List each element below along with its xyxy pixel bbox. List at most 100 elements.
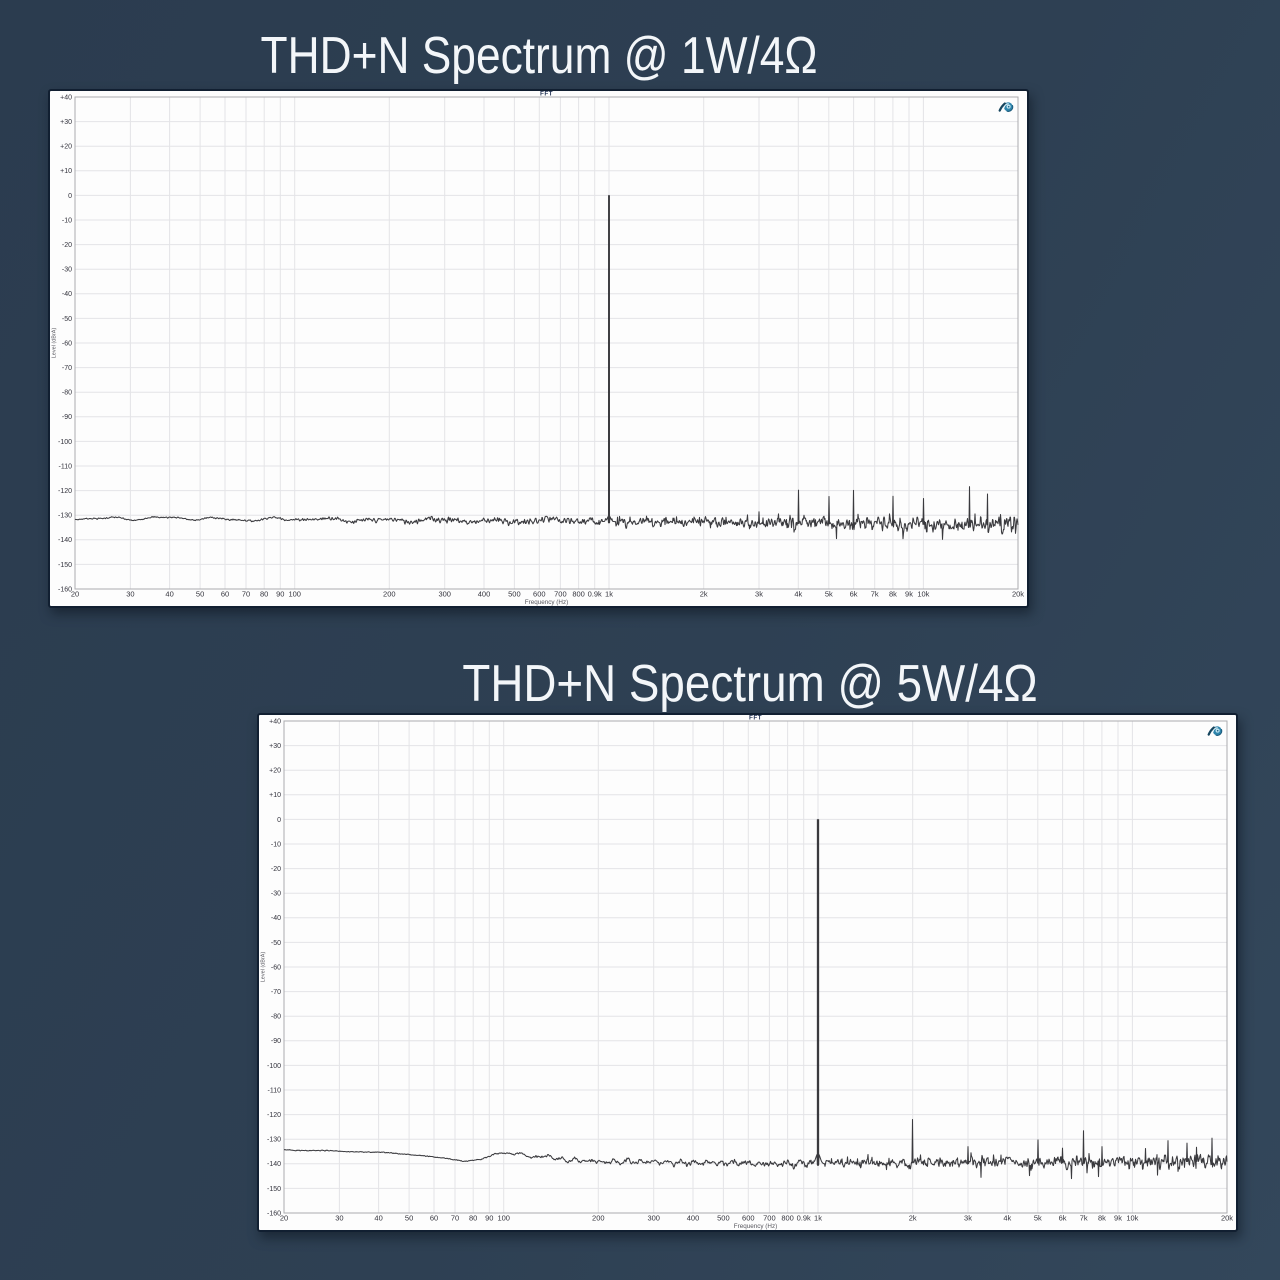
svg-text:+10: +10 — [269, 792, 281, 799]
svg-text:200: 200 — [592, 1214, 605, 1223]
svg-text:400: 400 — [478, 590, 491, 599]
svg-text:100: 100 — [497, 1214, 510, 1223]
svg-text:-60: -60 — [271, 964, 281, 971]
svg-text:600: 600 — [533, 590, 546, 599]
svg-text:-110: -110 — [59, 463, 73, 470]
svg-text:300: 300 — [438, 590, 451, 599]
svg-text:2k: 2k — [700, 590, 708, 599]
svg-text:600: 600 — [742, 1214, 755, 1223]
svg-text:+40: +40 — [60, 94, 72, 101]
svg-text:9k: 9k — [905, 590, 913, 599]
svg-text:-50: -50 — [271, 940, 281, 947]
svg-text:400: 400 — [687, 1214, 700, 1223]
svg-text:10k: 10k — [917, 590, 929, 599]
svg-text:-20: -20 — [271, 866, 281, 873]
svg-text:-70: -70 — [271, 989, 281, 996]
svg-text:0: 0 — [277, 817, 281, 824]
svg-text:6k: 6k — [1059, 1214, 1067, 1223]
svg-text:2k: 2k — [909, 1214, 917, 1223]
svg-text:500: 500 — [508, 590, 521, 599]
svg-text:80: 80 — [469, 1214, 477, 1223]
svg-text:8k: 8k — [1098, 1214, 1106, 1223]
svg-text:3k: 3k — [964, 1214, 972, 1223]
svg-text:-160: -160 — [267, 1210, 281, 1217]
svg-text:+20: +20 — [269, 768, 281, 775]
svg-text:Level (dBrA): Level (dBrA) — [52, 328, 58, 359]
svg-text:20: 20 — [71, 590, 79, 599]
svg-text:-50: -50 — [62, 316, 72, 323]
svg-text:7k: 7k — [1080, 1214, 1088, 1223]
svg-text:90: 90 — [276, 590, 284, 599]
svg-text:200: 200 — [383, 590, 396, 599]
svg-text:-40: -40 — [62, 291, 72, 298]
svg-text:0: 0 — [68, 193, 72, 200]
svg-text:3k: 3k — [755, 590, 763, 599]
svg-text:-60: -60 — [62, 340, 72, 347]
svg-text:70: 70 — [451, 1214, 459, 1223]
svg-text:10k: 10k — [1126, 1214, 1138, 1223]
svg-text:-10: -10 — [271, 841, 281, 848]
svg-text:9k: 9k — [1114, 1214, 1122, 1223]
svg-text:FFT: FFT — [540, 91, 553, 98]
svg-text:-150: -150 — [267, 1186, 281, 1193]
svg-text:-90: -90 — [271, 1038, 281, 1045]
svg-text:20k: 20k — [1221, 1214, 1233, 1223]
svg-text:-120: -120 — [267, 1112, 281, 1119]
svg-text:-90: -90 — [62, 414, 72, 421]
svg-text:-80: -80 — [271, 1014, 281, 1021]
svg-text:-70: -70 — [62, 365, 72, 372]
svg-text:-30: -30 — [271, 891, 281, 898]
svg-text:40: 40 — [374, 1214, 382, 1223]
svg-text:+30: +30 — [269, 743, 281, 750]
svg-text:50: 50 — [405, 1214, 413, 1223]
svg-text:4k: 4k — [1003, 1214, 1011, 1223]
svg-text:Frequency (Hz): Frequency (Hz) — [525, 599, 568, 606]
svg-text:-130: -130 — [267, 1137, 281, 1144]
svg-text:6k: 6k — [850, 590, 858, 599]
svg-text:-100: -100 — [58, 439, 72, 446]
svg-text:-140: -140 — [58, 537, 72, 544]
svg-text:-110: -110 — [268, 1087, 282, 1094]
svg-text:0.9k: 0.9k — [797, 1214, 811, 1223]
svg-text:-160: -160 — [58, 586, 72, 593]
svg-text:5k: 5k — [825, 590, 833, 599]
svg-text:40: 40 — [165, 590, 173, 599]
svg-text:+40: +40 — [269, 718, 281, 725]
svg-text:0.9k: 0.9k — [588, 590, 602, 599]
svg-text:700: 700 — [763, 1214, 776, 1223]
svg-text:+30: +30 — [60, 119, 72, 126]
svg-text:500: 500 — [717, 1214, 730, 1223]
svg-text:-40: -40 — [271, 915, 281, 922]
svg-text:FFT: FFT — [749, 715, 762, 722]
svg-text:90: 90 — [485, 1214, 493, 1223]
svg-text:20: 20 — [280, 1214, 288, 1223]
svg-text:-140: -140 — [267, 1161, 281, 1168]
svg-text:Frequency (Hz): Frequency (Hz) — [734, 1223, 777, 1230]
svg-text:70: 70 — [242, 590, 250, 599]
svg-text:Level (dBrA): Level (dBrA) — [261, 952, 267, 983]
svg-text:60: 60 — [221, 590, 229, 599]
svg-text:-20: -20 — [62, 242, 72, 249]
svg-text:30: 30 — [335, 1214, 343, 1223]
svg-text:-80: -80 — [62, 390, 72, 397]
svg-text:50: 50 — [196, 590, 204, 599]
svg-text:1k: 1k — [814, 1214, 822, 1223]
svg-text:+20: +20 — [60, 144, 72, 151]
svg-text:4k: 4k — [794, 590, 802, 599]
svg-text:60: 60 — [430, 1214, 438, 1223]
svg-text:+10: +10 — [60, 168, 72, 175]
svg-text:-10: -10 — [62, 217, 72, 224]
svg-text:700: 700 — [554, 590, 567, 599]
svg-text:30: 30 — [126, 590, 134, 599]
svg-text:7k: 7k — [871, 590, 879, 599]
svg-text:-150: -150 — [58, 562, 72, 569]
svg-text:-30: -30 — [62, 267, 72, 274]
svg-text:80: 80 — [260, 590, 268, 599]
svg-text:300: 300 — [647, 1214, 660, 1223]
svg-text:8k: 8k — [889, 590, 897, 599]
svg-text:20k: 20k — [1012, 590, 1024, 599]
svg-text:800: 800 — [781, 1214, 794, 1223]
svg-text:-100: -100 — [267, 1063, 281, 1070]
svg-text:800: 800 — [572, 590, 585, 599]
svg-text:1k: 1k — [605, 590, 613, 599]
